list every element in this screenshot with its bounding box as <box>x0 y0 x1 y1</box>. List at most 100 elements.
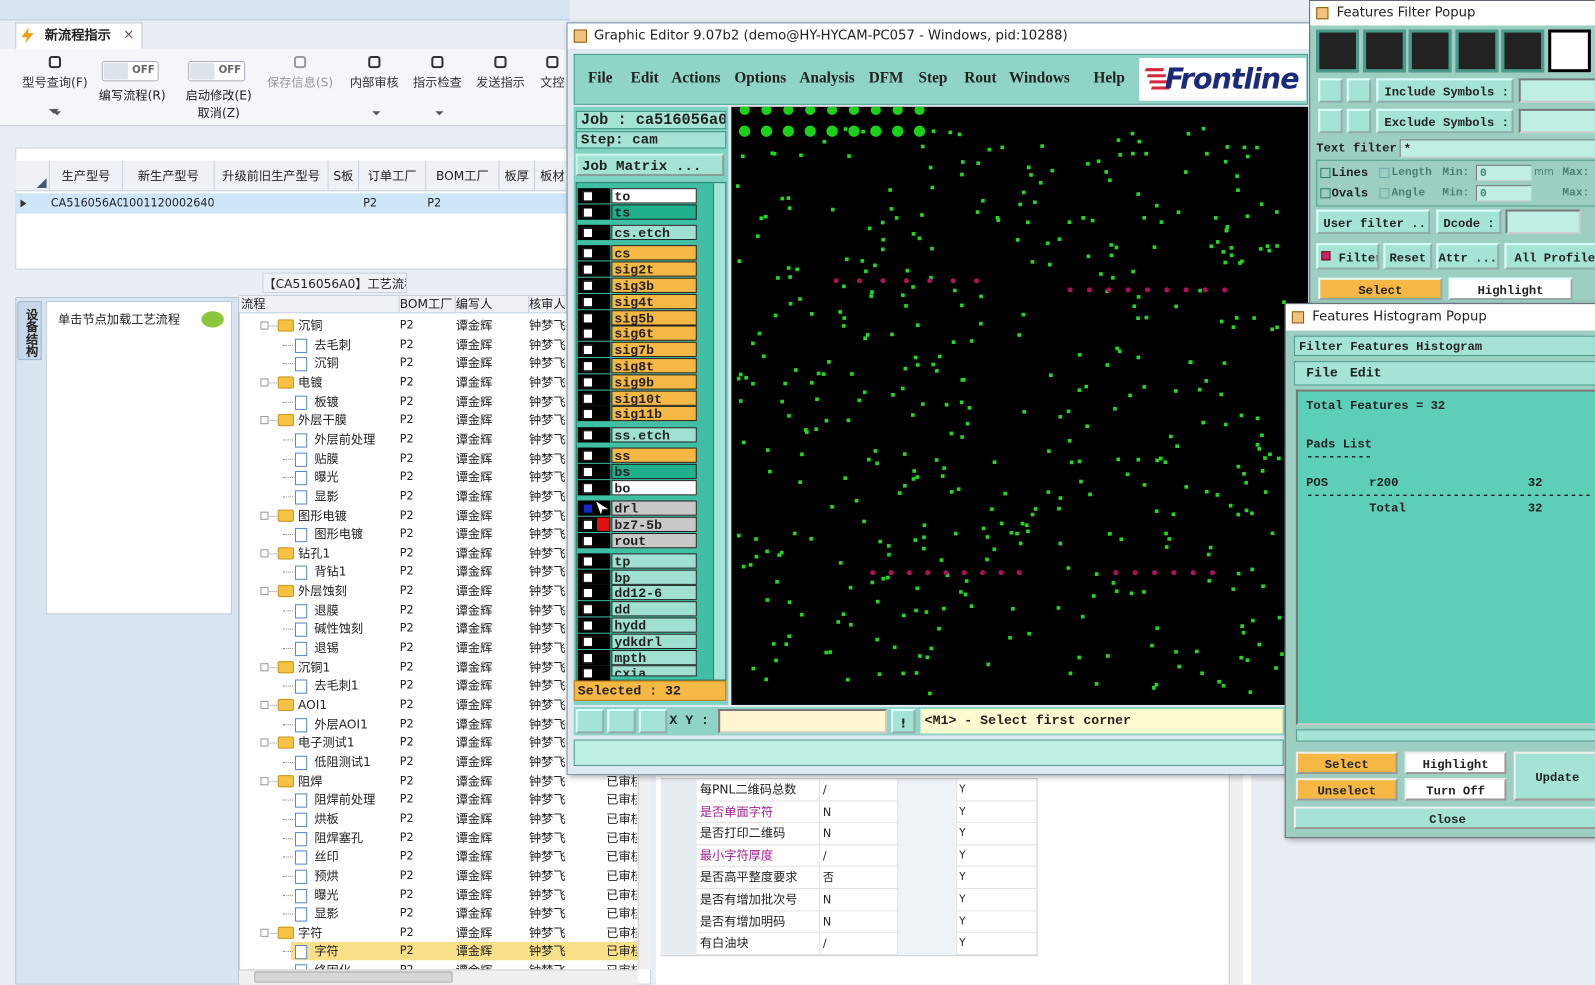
tree-node[interactable]: 阻焊塞孔 <box>314 830 364 845</box>
text-filter-input[interactable]: * <box>1399 139 1595 158</box>
popup-button[interactable]: Highlight <box>1404 751 1507 775</box>
popup-button[interactable]: Close <box>1293 806 1595 830</box>
layer-checkbox[interactable] <box>582 264 594 275</box>
menu-item[interactable]: Help <box>1093 70 1125 87</box>
menu-item[interactable]: Options <box>734 70 787 87</box>
tree-node[interactable]: 外层前处理 <box>314 432 376 447</box>
tree-expander[interactable] <box>260 738 269 747</box>
tool-icon[interactable] <box>1408 29 1452 73</box>
layer-name[interactable]: dd <box>611 601 697 617</box>
popup-button[interactable]: Attr ... <box>1436 243 1500 270</box>
tool-button[interactable] <box>575 708 605 734</box>
popup-button[interactable]: Update <box>1513 751 1595 801</box>
layer-name[interactable]: drl <box>611 500 697 516</box>
layer-name[interactable]: mpth <box>611 649 697 665</box>
tree-expander[interactable] <box>260 662 269 672</box>
menu-item[interactable]: Analysis <box>799 70 855 87</box>
layer-checkbox[interactable] <box>582 191 594 202</box>
tree-node[interactable]: 去毛刺 <box>314 337 351 352</box>
popup-button[interactable]: All Profile <box>1504 243 1595 270</box>
tree-node[interactable]: 预烘 <box>314 868 339 883</box>
popup-button[interactable]: Exclude Symbols : <box>1376 108 1514 134</box>
layer-name[interactable]: sig4t <box>611 293 697 310</box>
menu-item[interactable]: Edit <box>630 70 659 87</box>
tree-expander[interactable] <box>260 549 269 558</box>
tree-node[interactable]: 烘板 <box>314 811 339 826</box>
toolbar-button[interactable]: 发送指示 <box>476 75 525 90</box>
layer-checkbox[interactable] <box>582 393 594 404</box>
toolbar-button[interactable]: 内部审核 <box>349 75 399 90</box>
tree-node[interactable]: 碱性蚀刻 <box>314 621 364 637</box>
layer-name[interactable]: cs.etch <box>611 224 697 241</box>
icon-button[interactable] <box>1346 78 1372 103</box>
layer-checkbox[interactable] <box>582 620 594 631</box>
layer-name[interactable]: sig6t <box>611 325 697 342</box>
layer-checkbox[interactable] <box>582 227 594 239</box>
popup-button[interactable]: Include Symbols : <box>1376 78 1514 103</box>
tree-node[interactable]: 沉铜 <box>314 356 339 371</box>
layer-checkbox[interactable] <box>582 248 594 259</box>
grid-column-header[interactable]: 升级前旧生产型号 <box>213 160 328 192</box>
popup-button[interactable]: Turn Off <box>1404 778 1507 801</box>
layer-name[interactable]: bp <box>611 569 697 585</box>
layer-checkbox[interactable] <box>582 503 594 514</box>
layer-checkbox[interactable] <box>582 466 594 477</box>
layer-name[interactable]: bs <box>611 463 697 479</box>
side-item[interactable]: 单击节点加载工艺流程 <box>57 312 181 327</box>
tree-expander[interactable] <box>260 321 269 330</box>
v-scrollbar[interactable] <box>1228 773 1244 985</box>
tool-icon[interactable] <box>1455 29 1498 73</box>
layer-checkbox[interactable] <box>582 668 594 679</box>
tree-node[interactable]: 字符 <box>298 925 323 940</box>
symbol-input[interactable] <box>1518 78 1595 103</box>
layer-checkbox[interactable] <box>582 450 594 461</box>
tool-icon[interactable] <box>1501 29 1545 73</box>
layer-name[interactable]: to <box>611 188 697 204</box>
layer-checkbox[interactable] <box>582 652 594 663</box>
tree-node[interactable]: 沉铜 <box>298 318 323 333</box>
tree-node[interactable]: 退锡 <box>314 640 339 656</box>
tree-column-header[interactable]: 编写人 <box>456 296 529 314</box>
layer-name[interactable]: tp <box>611 553 697 569</box>
layer-name[interactable]: sig10t <box>611 390 697 406</box>
toggle-label[interactable]: 编写流程(R) <box>98 88 166 103</box>
range-input[interactable]: 0 <box>1475 185 1532 202</box>
grid-column-header[interactable]: 生产型号 <box>48 160 122 192</box>
side-tab-bg[interactable] <box>17 301 42 361</box>
tree-expander[interactable] <box>260 928 269 937</box>
menu-item[interactable]: Rout <box>964 70 997 87</box>
toggle-switch[interactable]: OFF <box>101 61 159 82</box>
layer-name[interactable]: sig9b <box>611 374 697 390</box>
tab-close[interactable]: × <box>123 27 135 43</box>
toolbar-button[interactable]: 文控 <box>540 75 565 90</box>
tree-node[interactable]: 图形电镀 <box>314 527 364 542</box>
symbol-input[interactable] <box>1518 108 1595 134</box>
popup-button[interactable]: Highlight <box>1448 277 1573 301</box>
tree-expander[interactable] <box>260 378 269 387</box>
tree-node[interactable]: 沉铜1 <box>298 659 331 675</box>
tree-node[interactable]: 丝印 <box>314 849 339 864</box>
layer-checkbox[interactable] <box>582 377 594 388</box>
layer-checkbox[interactable] <box>582 572 594 583</box>
tree-node[interactable]: 曝光 <box>314 470 339 485</box>
popup-button[interactable]: Dcode : <box>1436 209 1502 234</box>
tree-expander[interactable] <box>260 416 269 425</box>
toolbar-button[interactable]: 指示检查 <box>412 75 462 90</box>
checkbox[interactable] <box>1379 188 1390 199</box>
tree-expander[interactable] <box>260 511 269 520</box>
layer-checkbox[interactable] <box>582 328 594 340</box>
layer-name[interactable]: rout <box>611 532 697 548</box>
checkbox[interactable] <box>1320 188 1331 199</box>
layer-checkbox[interactable] <box>582 519 594 530</box>
tree-node[interactable]: 去毛刺1 <box>314 678 359 694</box>
tool-icon[interactable] <box>1547 29 1591 73</box>
tool-button[interactable] <box>607 708 636 734</box>
layer-checkbox[interactable] <box>582 280 594 291</box>
toggle-label[interactable]: 启动修改(E) <box>185 88 252 103</box>
layer-checkbox[interactable] <box>582 361 594 372</box>
grid-column-header[interactable]: 订单工厂 <box>358 160 425 192</box>
grid-row[interactable] <box>15 193 570 214</box>
tree-node[interactable]: 低阻测试1 <box>314 754 371 769</box>
menu-item[interactable]: Step <box>918 70 948 87</box>
tree-node[interactable]: 背钻1 <box>314 564 347 580</box>
